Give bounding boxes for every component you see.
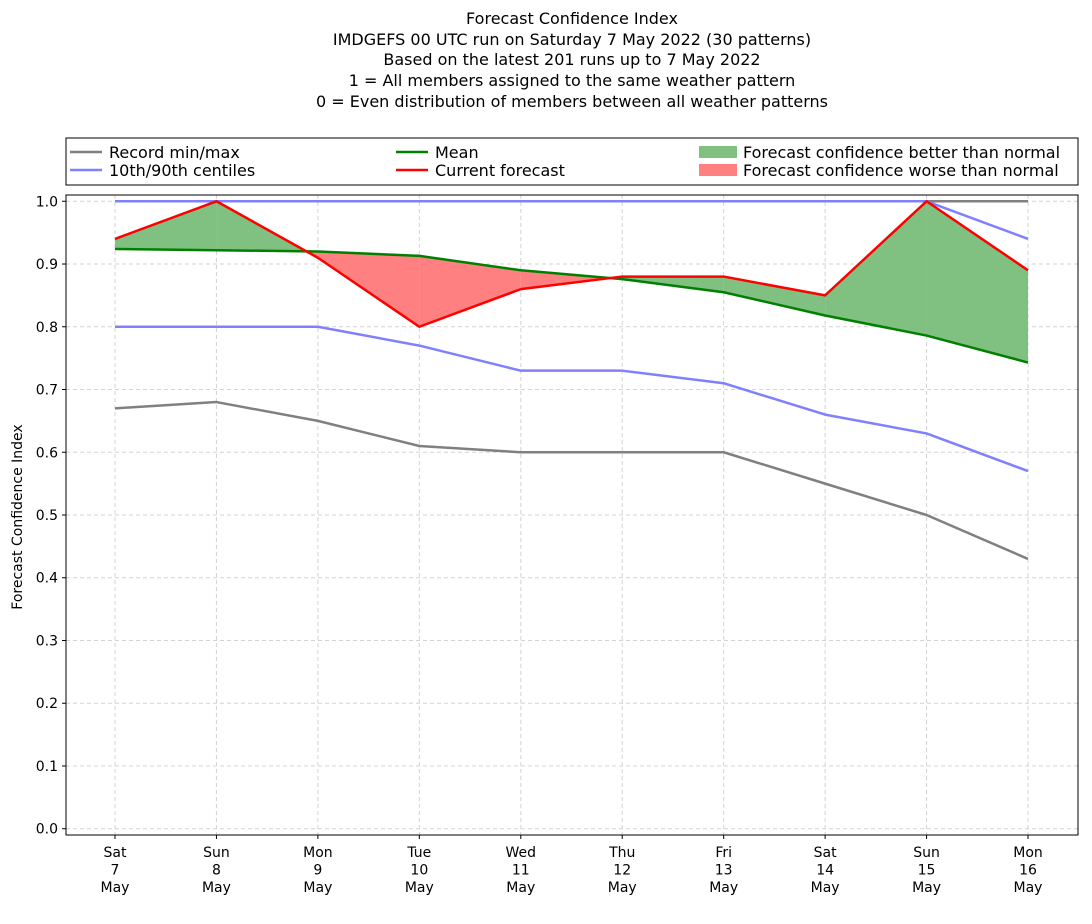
legend-label: 10th/90th centiles	[109, 161, 255, 180]
legend-label: Current forecast	[435, 161, 565, 180]
x-tick-label: 8	[212, 863, 221, 879]
y-axis: 0.0 0.1 0.2 0.3 0.4 0.5 0.6 0.7 0.8 0.9 1.0	[36, 194, 66, 838]
p10-centile-line	[115, 325, 1029, 473]
better-than-normal-area	[926, 201, 1028, 363]
current-forecast-line	[114, 200, 1029, 329]
title-line-4: 1 = All members assigned to the same wea…	[349, 71, 796, 90]
p90-centile-line	[115, 200, 1029, 241]
title-line-3: Based on the latest 201 runs up to 7 May…	[383, 50, 760, 69]
x-tick-label: Sat	[104, 845, 127, 861]
worse-than-normal-area	[317, 251, 420, 327]
record-min-line	[114, 400, 1029, 561]
x-tick-label: May	[811, 880, 840, 896]
x-tick-label: May	[1014, 880, 1043, 896]
x-tick-label: May	[506, 880, 535, 896]
title-line-1: Forecast Confidence Index	[466, 9, 678, 28]
x-tick-label: Mon	[303, 845, 333, 861]
worse-than-normal-area	[520, 270, 611, 290]
x-tick-label: 7	[111, 863, 120, 879]
y-tick-label: 0.2	[36, 696, 58, 712]
y-tick-label: 0.4	[36, 571, 58, 587]
y-tick-label: 0.3	[36, 633, 58, 649]
series-lines	[114, 200, 1029, 561]
y-tick-label: 0.7	[36, 383, 58, 399]
x-tick-label: May	[202, 880, 231, 896]
better-than-normal-area	[115, 201, 217, 251]
x-tick-label: May	[405, 880, 434, 896]
y-tick-label: 0.6	[36, 445, 58, 461]
x-tick-label: Sat	[814, 845, 837, 861]
y-axis-label: Forecast Confidence Index	[10, 424, 26, 609]
x-tick-label: 14	[816, 863, 834, 879]
legend-swatch	[699, 164, 737, 176]
title-line-5: 0 = Even distribution of members between…	[316, 92, 828, 111]
x-tick-label: 11	[512, 863, 530, 879]
x-tick-label: Mon	[1013, 845, 1043, 861]
x-tick-label: Sun	[913, 845, 940, 861]
x-tick-label: May	[709, 880, 738, 896]
x-tick-label: May	[912, 880, 941, 896]
x-tick-label: 12	[613, 863, 631, 879]
x-tick-label: May	[608, 880, 637, 896]
legend-label: Forecast confidence better than normal	[743, 143, 1060, 162]
chart-title: Forecast Confidence Index IMDGEFS 00 UTC…	[316, 9, 828, 111]
x-tick-label: Fri	[715, 845, 732, 861]
better-than-normal-area	[723, 276, 826, 316]
x-tick-label: Wed	[506, 845, 537, 861]
x-tick-label: 15	[918, 863, 936, 879]
y-tick-label: 0.0	[36, 822, 58, 838]
y-tick-label: 1.0	[36, 194, 58, 210]
grid	[66, 195, 1078, 835]
confidence-fills	[115, 201, 1028, 363]
legend-box	[65, 137, 1079, 186]
x-axis: Sat7MaySun8MayMon9MayTue10MayWed11MayThu…	[101, 835, 1043, 896]
y-tick-label: 0.5	[36, 508, 58, 524]
legend-swatch	[699, 146, 737, 158]
better-than-normal-area	[825, 201, 927, 336]
x-tick-label: 9	[313, 863, 322, 879]
x-tick-label: 13	[715, 863, 733, 879]
x-tick-label: 10	[410, 863, 428, 879]
x-tick-label: Sun	[203, 845, 230, 861]
y-tick-label: 0.9	[36, 257, 58, 273]
y-tick-label: 0.8	[36, 320, 58, 336]
x-tick-label: 16	[1019, 863, 1037, 879]
worse-than-normal-area	[419, 255, 521, 327]
x-tick-label: Thu	[608, 845, 635, 861]
title-line-2: IMDGEFS 00 UTC run on Saturday 7 May 202…	[333, 30, 811, 49]
legend-label: Mean	[435, 143, 479, 162]
legend-label: Forecast confidence worse than normal	[743, 161, 1059, 180]
x-tick-label: Tue	[406, 845, 431, 861]
y-tick-label: 0.1	[36, 759, 58, 775]
legend-label: Record min/max	[109, 143, 240, 162]
better-than-normal-area	[216, 201, 307, 252]
x-tick-label: May	[101, 880, 130, 896]
x-tick-label: May	[303, 880, 332, 896]
mean-line	[114, 247, 1029, 364]
